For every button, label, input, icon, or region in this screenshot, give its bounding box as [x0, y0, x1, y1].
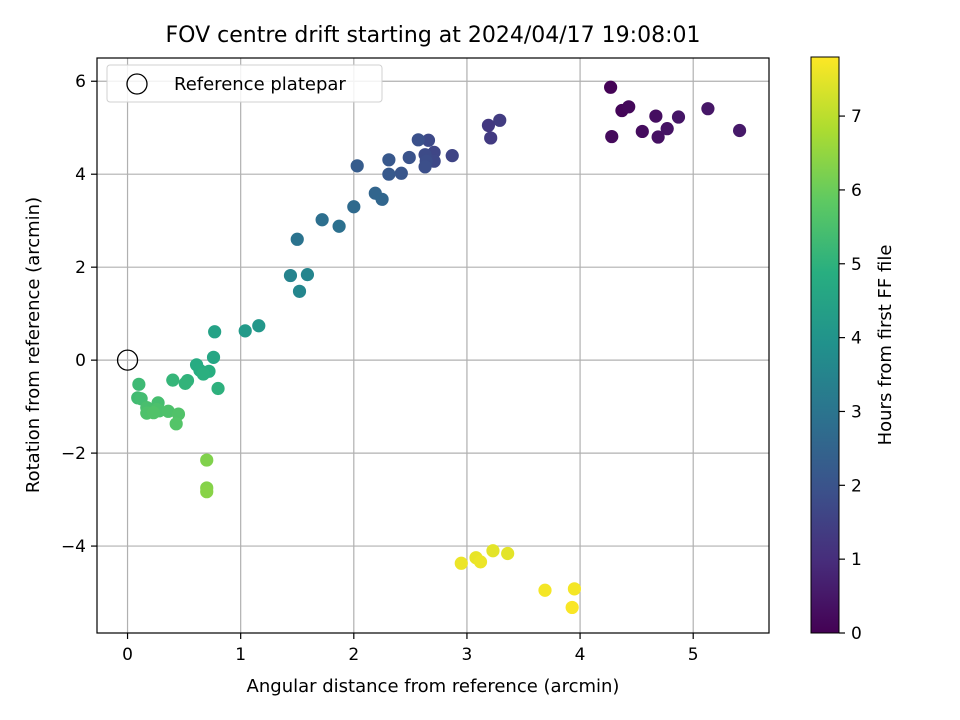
- data-point: [493, 113, 507, 127]
- data-point: [411, 133, 425, 147]
- data-point: [651, 130, 665, 144]
- data-point: [211, 381, 225, 396]
- data-point: [283, 268, 298, 283]
- data-point: [484, 131, 498, 145]
- data-point: [660, 122, 674, 136]
- data-point: [206, 350, 221, 364]
- data-point: [315, 213, 329, 227]
- data-point: [200, 453, 214, 467]
- data-point: [169, 417, 183, 431]
- data-point: [161, 404, 175, 418]
- points-layer: [116, 80, 747, 615]
- data-point: [292, 284, 307, 298]
- colorbar-tick-label: 3: [851, 402, 862, 422]
- colorbar: 0 1 2 3 4 5 6 7 Hours from first FF file: [810, 56, 896, 644]
- data-point: [565, 600, 579, 615]
- legend-label: Reference platepar: [174, 74, 346, 95]
- axis-ticks: 0 1 2 3 4 5 −4 −2 0 2 4 6: [61, 72, 699, 665]
- data-point: [132, 377, 146, 391]
- data-point: [454, 556, 468, 570]
- legend: Reference platepar: [106, 64, 383, 103]
- data-point: [635, 124, 649, 139]
- x-axis-label: Angular distance from reference (arcmin): [247, 676, 620, 697]
- data-point: [445, 149, 459, 163]
- data-point: [332, 219, 346, 233]
- colorbar-tick-label: 6: [851, 181, 862, 201]
- data-point: [350, 159, 364, 173]
- data-point: [290, 232, 304, 246]
- x-tick-label: 3: [462, 645, 473, 665]
- data-point: [486, 544, 500, 558]
- colorbar-label: Hours from first FF file: [875, 245, 896, 446]
- data-point: [238, 324, 252, 338]
- data-point: [649, 109, 663, 123]
- data-point: [347, 200, 361, 214]
- x-tick-label: 0: [122, 645, 133, 665]
- legend-box: [106, 64, 383, 103]
- colorbar-ticks: 0 1 2 3 4 5 6 7: [839, 107, 862, 644]
- data-point: [605, 129, 619, 144]
- data-point: [604, 80, 618, 94]
- data-point: [178, 376, 192, 390]
- data-point: [300, 268, 315, 282]
- data-point: [732, 123, 747, 138]
- data-point: [196, 367, 210, 381]
- data-point: [538, 583, 552, 597]
- data-point: [671, 110, 686, 124]
- y-tick-label: −4: [61, 537, 86, 557]
- reference-marker: [116, 349, 139, 371]
- colorbar-tick-label: 0: [851, 624, 862, 644]
- data-point: [501, 546, 515, 561]
- colorbar-tick-label: 5: [851, 255, 862, 275]
- data-point: [208, 325, 222, 339]
- data-point: [421, 133, 436, 147]
- colorbar-tick-label: 1: [851, 550, 862, 570]
- x-tick-label: 5: [688, 645, 699, 665]
- x-tick-label: 2: [348, 645, 359, 665]
- colorbar-tick-label: 7: [851, 107, 862, 127]
- y-tick-label: 4: [75, 165, 86, 185]
- data-point: [622, 100, 636, 114]
- colorbar-gradient: [810, 56, 840, 634]
- data-point: [375, 192, 389, 206]
- x-tick-label: 4: [575, 645, 586, 665]
- data-point: [481, 118, 496, 133]
- data-point: [382, 167, 396, 181]
- y-tick-label: −2: [61, 444, 86, 464]
- data-point: [402, 150, 416, 165]
- data-point: [701, 102, 715, 116]
- y-axis-label: Rotation from reference (arcmin): [23, 197, 44, 493]
- legend-marker: [126, 73, 148, 95]
- y-tick-label: 2: [75, 258, 86, 278]
- x-tick-label: 1: [235, 645, 246, 665]
- data-point: [200, 485, 214, 499]
- data-point: [382, 153, 396, 167]
- data-point: [166, 373, 180, 387]
- data-point: [567, 582, 582, 596]
- data-point: [146, 406, 161, 420]
- data-point: [394, 166, 408, 180]
- plot-frame: [96, 57, 770, 634]
- y-tick-label: 6: [75, 72, 86, 92]
- colorbar-tick-label: 2: [851, 476, 862, 496]
- chart-title: FOV centre drift starting at 2024/04/17 …: [166, 23, 701, 48]
- data-point: [418, 160, 432, 174]
- colorbar-tick-label: 4: [851, 329, 862, 349]
- data-point: [473, 555, 488, 569]
- y-tick-label: 0: [75, 351, 86, 371]
- data-point: [252, 319, 266, 333]
